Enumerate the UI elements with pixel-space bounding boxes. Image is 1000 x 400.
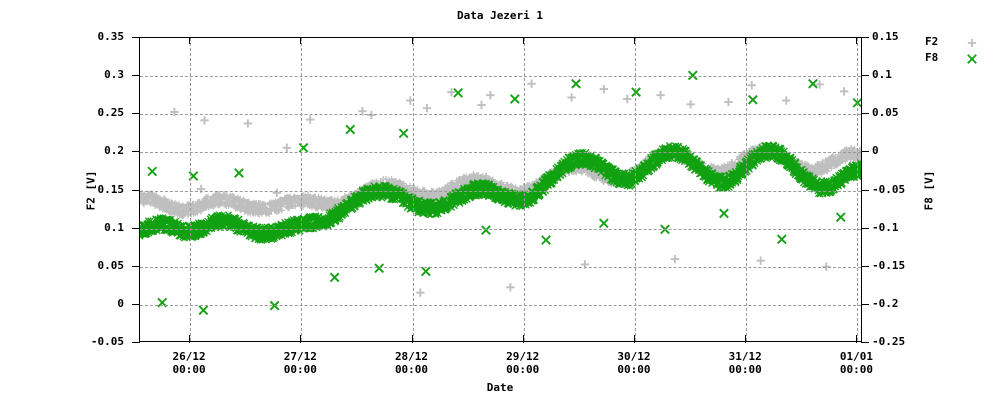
- outlier-point-f2: [622, 94, 632, 104]
- outlier-point-f2: [782, 96, 791, 105]
- outlier-point-f2: [747, 81, 756, 90]
- series-f8: [140, 70, 861, 316]
- outlier-point-f2: [599, 84, 609, 94]
- chart-title: Data Jezeri 1: [456, 9, 544, 22]
- outlier-point-f2: [486, 90, 495, 100]
- outlier-point-f2: [670, 254, 680, 264]
- outlier-point-f2: [686, 100, 695, 109]
- outlier-point-f2: [282, 143, 292, 152]
- outlier-point-f2: [756, 256, 765, 265]
- outlier-point-f2: [422, 103, 432, 113]
- outlier-point-f2: [243, 119, 253, 128]
- outlier-point-f2: [200, 116, 209, 125]
- outlier-point-f2: [196, 184, 206, 194]
- outlier-point-f2: [477, 100, 486, 110]
- outlier-point-f2: [567, 93, 576, 102]
- outlier-point-f2: [305, 115, 315, 124]
- outlier-point-f2: [506, 283, 515, 292]
- outlier-point-f2: [839, 87, 849, 96]
- outlier-point-f2: [656, 90, 665, 100]
- outlier-point-f2: [416, 288, 425, 297]
- data-point-f2: [204, 193, 211, 200]
- outlier-point-f2: [724, 97, 733, 107]
- plot-area: [139, 37, 862, 342]
- outlier-point-f2: [527, 79, 536, 88]
